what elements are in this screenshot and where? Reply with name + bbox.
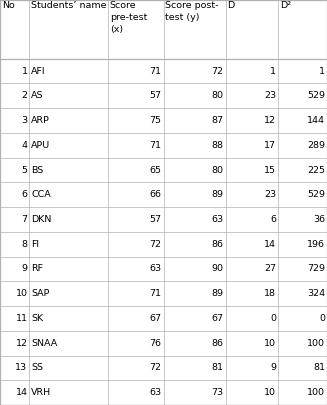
Text: 65: 65 — [149, 166, 162, 175]
Text: 144: 144 — [307, 116, 325, 125]
Text: 289: 289 — [307, 141, 325, 150]
Text: SS: SS — [31, 363, 43, 373]
Text: 1: 1 — [270, 66, 276, 76]
Text: 36: 36 — [313, 215, 325, 224]
Text: SAP: SAP — [31, 289, 50, 298]
Text: 10: 10 — [15, 289, 27, 298]
Text: 0: 0 — [319, 314, 325, 323]
Text: Score
pre-test
(x): Score pre-test (x) — [110, 1, 147, 34]
Text: 196: 196 — [307, 240, 325, 249]
Text: 12: 12 — [15, 339, 27, 347]
Text: 14: 14 — [264, 240, 276, 249]
Text: APU: APU — [31, 141, 51, 150]
Text: No: No — [2, 1, 15, 10]
Text: 100: 100 — [307, 388, 325, 397]
Text: 88: 88 — [212, 141, 224, 150]
Text: 225: 225 — [307, 166, 325, 175]
Text: 14: 14 — [15, 388, 27, 397]
Text: 87: 87 — [212, 116, 224, 125]
Text: 67: 67 — [212, 314, 224, 323]
Text: 27: 27 — [264, 264, 276, 273]
Text: 86: 86 — [212, 339, 224, 347]
Text: 73: 73 — [212, 388, 224, 397]
Text: Students’ name: Students’ name — [31, 1, 107, 10]
Text: D: D — [228, 1, 235, 10]
Text: 23: 23 — [264, 91, 276, 100]
Text: 9: 9 — [270, 363, 276, 373]
Text: 1: 1 — [22, 66, 27, 76]
Text: 6: 6 — [270, 215, 276, 224]
Text: 90: 90 — [212, 264, 224, 273]
Text: 10: 10 — [264, 388, 276, 397]
Text: SNAA: SNAA — [31, 339, 58, 347]
Text: D²: D² — [280, 1, 291, 10]
Text: 63: 63 — [212, 215, 224, 224]
Text: 72: 72 — [149, 240, 162, 249]
Text: 63: 63 — [149, 388, 162, 397]
Text: 13: 13 — [15, 363, 27, 373]
Text: 729: 729 — [307, 264, 325, 273]
Text: 17: 17 — [264, 141, 276, 150]
Text: SK: SK — [31, 314, 43, 323]
Text: 71: 71 — [149, 66, 162, 76]
Text: 72: 72 — [149, 363, 162, 373]
Text: 57: 57 — [149, 215, 162, 224]
Text: 11: 11 — [15, 314, 27, 323]
Text: 86: 86 — [212, 240, 224, 249]
Text: 57: 57 — [149, 91, 162, 100]
Text: 89: 89 — [212, 190, 224, 199]
Text: 81: 81 — [313, 363, 325, 373]
Text: 10: 10 — [264, 339, 276, 347]
Text: ARP: ARP — [31, 116, 50, 125]
Text: 5: 5 — [22, 166, 27, 175]
Text: 71: 71 — [149, 141, 162, 150]
Text: 63: 63 — [149, 264, 162, 273]
Text: 66: 66 — [149, 190, 162, 199]
Text: 3: 3 — [21, 116, 27, 125]
Text: AFI: AFI — [31, 66, 46, 76]
Text: 324: 324 — [307, 289, 325, 298]
Text: DKN: DKN — [31, 215, 52, 224]
Text: RF: RF — [31, 264, 43, 273]
Text: Score post-
test (y): Score post- test (y) — [165, 1, 219, 22]
Text: 4: 4 — [22, 141, 27, 150]
Text: 80: 80 — [212, 91, 224, 100]
Text: 1: 1 — [319, 66, 325, 76]
Text: AS: AS — [31, 91, 44, 100]
Text: BS: BS — [31, 166, 43, 175]
Text: 89: 89 — [212, 289, 224, 298]
Text: 0: 0 — [270, 314, 276, 323]
Text: 76: 76 — [149, 339, 162, 347]
Text: 18: 18 — [264, 289, 276, 298]
Text: 8: 8 — [22, 240, 27, 249]
Text: 2: 2 — [22, 91, 27, 100]
Text: 6: 6 — [22, 190, 27, 199]
Text: 9: 9 — [22, 264, 27, 273]
Text: 15: 15 — [264, 166, 276, 175]
Text: 23: 23 — [264, 190, 276, 199]
Text: 71: 71 — [149, 289, 162, 298]
Text: 72: 72 — [212, 66, 224, 76]
Text: 67: 67 — [149, 314, 162, 323]
Text: 75: 75 — [149, 116, 162, 125]
Text: 81: 81 — [212, 363, 224, 373]
Text: 529: 529 — [307, 190, 325, 199]
Text: 529: 529 — [307, 91, 325, 100]
Text: VRH: VRH — [31, 388, 52, 397]
Text: CCA: CCA — [31, 190, 51, 199]
Text: 7: 7 — [22, 215, 27, 224]
Text: 12: 12 — [264, 116, 276, 125]
Text: FI: FI — [31, 240, 40, 249]
Text: 80: 80 — [212, 166, 224, 175]
Text: 100: 100 — [307, 339, 325, 347]
